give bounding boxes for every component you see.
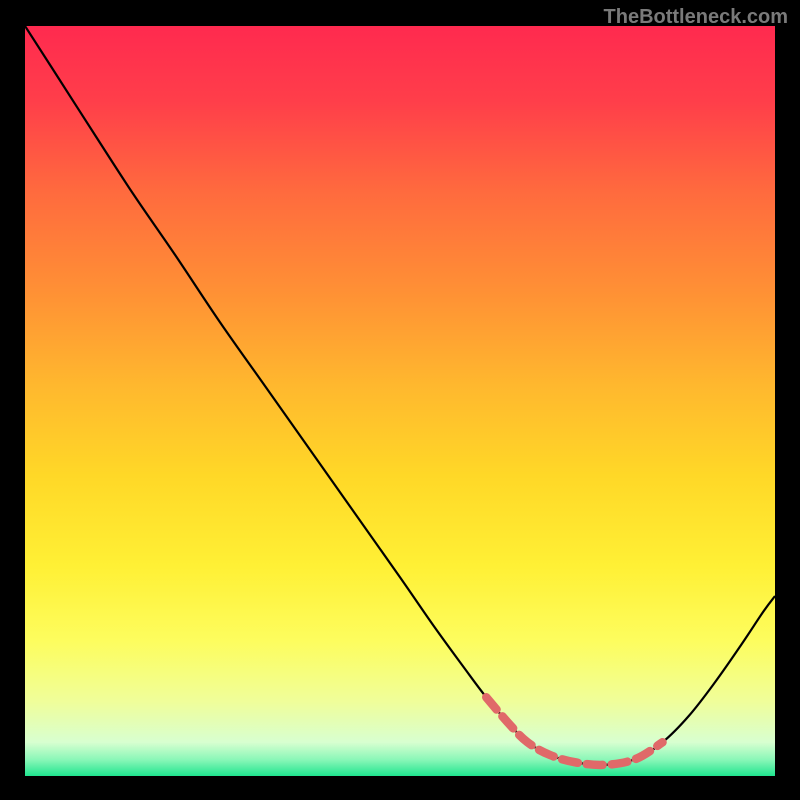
watermark-text: TheBottleneck.com xyxy=(604,6,788,29)
plot-area xyxy=(25,26,775,776)
chart-svg xyxy=(25,26,775,776)
gradient-background xyxy=(25,26,775,776)
